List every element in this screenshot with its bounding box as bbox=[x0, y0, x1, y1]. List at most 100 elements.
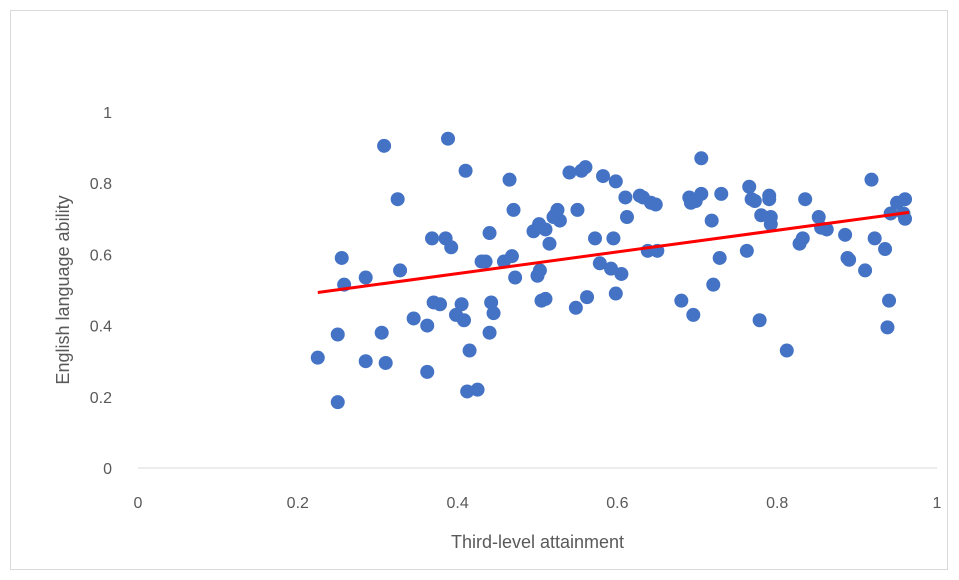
data-point bbox=[604, 261, 619, 276]
data-point bbox=[486, 306, 501, 321]
data-point bbox=[444, 240, 459, 255]
data-point bbox=[562, 165, 577, 180]
y-axis-title: English language ability bbox=[53, 195, 73, 384]
data-point bbox=[779, 343, 794, 358]
data-point bbox=[704, 213, 719, 228]
data-point bbox=[504, 249, 519, 264]
data-point bbox=[462, 343, 477, 358]
data-point bbox=[470, 382, 485, 397]
data-point bbox=[762, 192, 777, 207]
data-point bbox=[358, 354, 373, 369]
data-point bbox=[310, 350, 325, 365]
y-axis-ticks: 0 0.2 0.4 0.6 0.8 1 bbox=[90, 105, 112, 478]
data-point bbox=[619, 210, 634, 225]
data-point bbox=[882, 293, 897, 308]
x-tick-label: 0.8 bbox=[766, 495, 788, 512]
data-point bbox=[538, 222, 553, 237]
data-point bbox=[798, 192, 813, 207]
data-point bbox=[406, 311, 421, 326]
data-point bbox=[588, 231, 603, 246]
data-point bbox=[592, 256, 607, 271]
data-point bbox=[795, 231, 810, 246]
data-point bbox=[502, 172, 517, 187]
data-point bbox=[506, 202, 521, 217]
data-point bbox=[570, 202, 585, 217]
data-point bbox=[334, 250, 349, 265]
data-point bbox=[552, 213, 567, 228]
data-point bbox=[898, 192, 913, 207]
data-point bbox=[484, 295, 499, 310]
data-point bbox=[618, 190, 633, 205]
data-point bbox=[538, 291, 553, 306]
x-axis-ticks: 0 0.2 0.4 0.6 0.8 1 bbox=[134, 495, 942, 512]
x-axis-title: Third-level attainment bbox=[451, 532, 624, 552]
data-point bbox=[482, 325, 497, 340]
data-point bbox=[858, 263, 873, 278]
y-tick-label: 0.4 bbox=[90, 319, 112, 336]
data-point bbox=[458, 163, 473, 178]
data-point bbox=[878, 242, 893, 257]
y-tick-label: 0.2 bbox=[90, 390, 112, 407]
data-point bbox=[568, 300, 583, 315]
data-point bbox=[752, 313, 767, 328]
data-point bbox=[330, 327, 345, 342]
data-points bbox=[310, 131, 913, 410]
x-tick-label: 1 bbox=[933, 495, 942, 512]
chart-frame bbox=[10, 10, 948, 570]
data-point bbox=[674, 293, 689, 308]
data-point bbox=[739, 243, 754, 258]
y-tick-label: 0.8 bbox=[90, 176, 112, 193]
data-point bbox=[542, 236, 557, 251]
data-point bbox=[811, 210, 826, 225]
data-point bbox=[482, 226, 497, 241]
data-point bbox=[838, 227, 853, 242]
data-point bbox=[819, 222, 834, 237]
data-point bbox=[614, 266, 629, 281]
data-point bbox=[478, 254, 493, 269]
y-tick-label: 0 bbox=[103, 461, 112, 478]
x-tick-label: 0.4 bbox=[446, 495, 468, 512]
data-point bbox=[508, 270, 523, 285]
data-point bbox=[706, 277, 721, 292]
data-point bbox=[898, 211, 913, 226]
y-tick-label: 0.6 bbox=[90, 247, 112, 264]
data-point bbox=[747, 194, 762, 208]
data-point bbox=[377, 138, 392, 153]
x-tick-label: 0.2 bbox=[287, 495, 309, 512]
data-point bbox=[864, 172, 879, 187]
data-point bbox=[694, 186, 709, 201]
data-point bbox=[532, 263, 547, 278]
data-point bbox=[842, 252, 857, 267]
data-point bbox=[714, 186, 729, 201]
data-point bbox=[648, 197, 663, 212]
data-point bbox=[550, 202, 565, 217]
data-point bbox=[390, 192, 405, 207]
data-point bbox=[608, 174, 623, 189]
data-point bbox=[330, 395, 345, 410]
data-point bbox=[578, 160, 593, 175]
data-point bbox=[358, 270, 373, 285]
data-point bbox=[433, 297, 448, 312]
data-point bbox=[880, 320, 895, 335]
data-point bbox=[686, 307, 701, 322]
data-point bbox=[596, 169, 611, 184]
data-point bbox=[374, 325, 389, 340]
data-point bbox=[441, 131, 456, 146]
data-point bbox=[378, 355, 393, 370]
data-point bbox=[763, 217, 778, 232]
data-point bbox=[460, 384, 475, 399]
data-point bbox=[580, 290, 595, 305]
data-point bbox=[712, 250, 727, 265]
data-point bbox=[867, 231, 882, 246]
x-tick-label: 0 bbox=[134, 495, 143, 512]
data-point bbox=[420, 364, 435, 379]
data-point bbox=[393, 263, 408, 278]
data-point bbox=[694, 151, 709, 166]
data-point bbox=[420, 318, 435, 333]
data-point bbox=[742, 179, 757, 194]
data-point bbox=[606, 231, 621, 246]
data-point bbox=[454, 297, 469, 312]
x-tick-label: 0.6 bbox=[606, 495, 628, 512]
data-point bbox=[608, 286, 623, 301]
